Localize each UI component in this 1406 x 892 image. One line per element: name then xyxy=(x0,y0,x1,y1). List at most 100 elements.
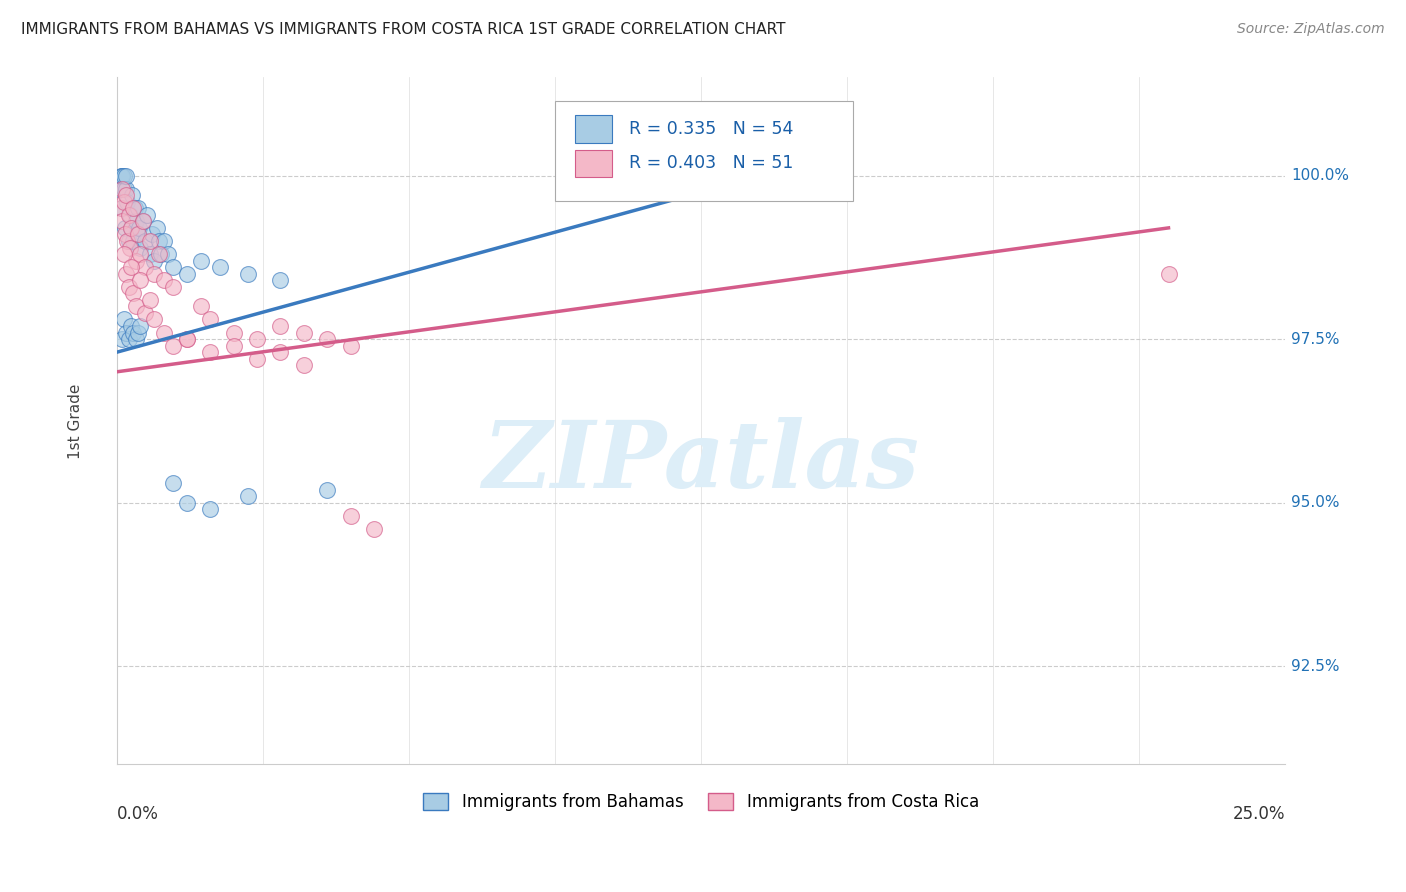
Point xyxy=(208,260,231,274)
Point xyxy=(162,338,184,352)
Point xyxy=(114,227,136,242)
Point xyxy=(129,240,152,254)
Point xyxy=(148,234,170,248)
Point xyxy=(121,188,143,202)
Point xyxy=(122,201,145,215)
Point xyxy=(162,475,184,490)
Point xyxy=(118,240,141,254)
Point xyxy=(122,326,145,340)
Point xyxy=(138,247,160,261)
Point xyxy=(124,253,146,268)
FancyBboxPatch shape xyxy=(555,102,853,201)
Point xyxy=(190,253,212,268)
Point xyxy=(176,267,198,281)
Point xyxy=(115,188,138,202)
Point xyxy=(111,214,134,228)
Point xyxy=(143,312,166,326)
FancyBboxPatch shape xyxy=(575,150,613,177)
Point xyxy=(124,214,146,228)
Point xyxy=(236,489,259,503)
Point xyxy=(176,332,198,346)
Point xyxy=(111,169,134,183)
Point xyxy=(120,260,142,274)
Point xyxy=(111,201,134,215)
Point xyxy=(122,286,145,301)
Point xyxy=(129,318,152,333)
Point xyxy=(152,234,174,248)
Point xyxy=(138,234,160,248)
Text: IMMIGRANTS FROM BAHAMAS VS IMMIGRANTS FROM COSTA RICA 1ST GRADE CORRELATION CHAR: IMMIGRANTS FROM BAHAMAS VS IMMIGRANTS FR… xyxy=(21,22,786,37)
Text: R = 0.403   N = 51: R = 0.403 N = 51 xyxy=(628,154,793,172)
Point xyxy=(269,345,291,359)
Text: 92.5%: 92.5% xyxy=(1291,658,1340,673)
Point xyxy=(117,279,139,293)
Text: 100.0%: 100.0% xyxy=(1291,168,1350,183)
Point xyxy=(148,247,170,261)
Text: Source: ZipAtlas.com: Source: ZipAtlas.com xyxy=(1237,22,1385,37)
Point xyxy=(120,220,142,235)
Point xyxy=(143,253,166,268)
Point xyxy=(200,345,222,359)
Text: 0.0%: 0.0% xyxy=(117,805,159,823)
Point xyxy=(200,312,222,326)
Point xyxy=(176,495,198,509)
Point xyxy=(150,247,173,261)
Point xyxy=(112,312,135,326)
Text: 95.0%: 95.0% xyxy=(1291,495,1340,510)
Point xyxy=(339,508,361,523)
Point xyxy=(1157,267,1180,281)
Point xyxy=(124,332,146,346)
Legend: Immigrants from Bahamas, Immigrants from Costa Rica: Immigrants from Bahamas, Immigrants from… xyxy=(416,786,986,818)
Point xyxy=(115,267,138,281)
Point xyxy=(128,220,150,235)
Point xyxy=(143,267,166,281)
Point xyxy=(292,358,315,372)
Point xyxy=(200,502,222,516)
Point xyxy=(118,208,141,222)
Point xyxy=(363,522,385,536)
Point xyxy=(131,214,153,228)
Point xyxy=(131,214,153,228)
Point xyxy=(117,234,139,248)
Point xyxy=(269,273,291,287)
Text: 1st Grade: 1st Grade xyxy=(69,384,83,458)
Point xyxy=(129,247,152,261)
Point xyxy=(222,326,245,340)
Point xyxy=(127,326,149,340)
Point xyxy=(124,201,146,215)
Point xyxy=(145,220,167,235)
Point xyxy=(129,273,152,287)
Point xyxy=(316,332,339,346)
Point xyxy=(292,326,315,340)
Point xyxy=(162,260,184,274)
Text: 25.0%: 25.0% xyxy=(1233,805,1285,823)
Point xyxy=(190,299,212,313)
Point xyxy=(134,234,156,248)
Text: 97.5%: 97.5% xyxy=(1291,332,1340,347)
Point xyxy=(339,338,361,352)
Point xyxy=(115,326,138,340)
Point xyxy=(136,208,159,222)
Point xyxy=(115,194,138,209)
Point xyxy=(117,332,139,346)
Point xyxy=(112,247,135,261)
Point xyxy=(246,332,269,346)
Point xyxy=(316,483,339,497)
Point xyxy=(112,169,135,183)
Point xyxy=(222,338,245,352)
Point xyxy=(108,181,131,195)
Point xyxy=(176,332,198,346)
Point xyxy=(114,220,136,235)
Point xyxy=(115,181,138,195)
Point xyxy=(141,227,163,242)
Point xyxy=(269,318,291,333)
FancyBboxPatch shape xyxy=(575,115,613,143)
Point xyxy=(236,267,259,281)
Point xyxy=(110,169,132,183)
Point xyxy=(246,351,269,366)
Point xyxy=(122,234,145,248)
Point xyxy=(125,227,148,242)
Point xyxy=(110,332,132,346)
Point xyxy=(115,169,138,183)
Point xyxy=(751,169,773,183)
